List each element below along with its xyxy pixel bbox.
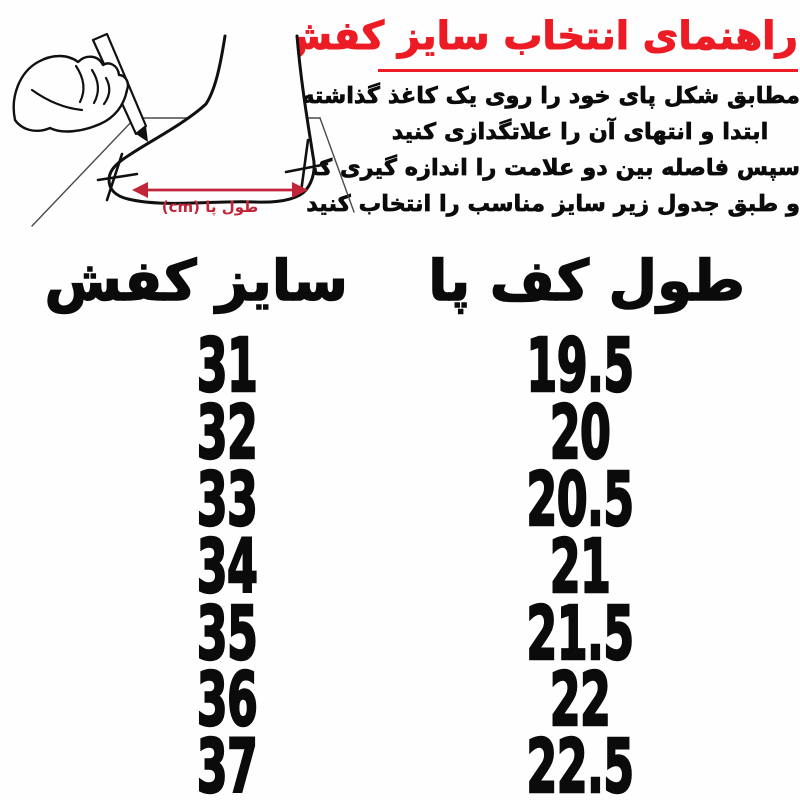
toe-mark — [96, 152, 139, 202]
shoe-size-value: 32 — [196, 389, 259, 477]
table-row: 34 21 — [0, 523, 800, 611]
foot-measurement-illustration: طول پا (cm) — [10, 28, 380, 238]
instruction-line: و طبق جدول زیر سایز مناسب را انتخاب کنید — [306, 191, 800, 218]
measure-arrow — [132, 182, 308, 198]
foot-length-value: 20.5 — [526, 456, 635, 544]
shoe-size-value: 31 — [196, 322, 259, 410]
page-title: راهنمای انتخاب سایز کفش — [278, 12, 799, 72]
hand-icon — [12, 54, 130, 133]
table-row: 36 22 — [0, 656, 800, 744]
table-row: 31 19.5 — [0, 322, 800, 410]
foot-outline — [107, 34, 316, 205]
foot-length-value: 22 — [549, 656, 612, 744]
foot-length-value: 20 — [549, 389, 612, 477]
instruction-line: مطابق شکل پای خود را روی یک کاغذ گذاشته — [301, 83, 800, 110]
instructions-block: مطابق شکل پای خود را روی یک کاغذ گذاشته … — [287, 78, 800, 222]
shoe-size-value: 34 — [196, 523, 259, 611]
foot-length-value: 22.5 — [526, 723, 635, 800]
table-row: 37 22.5 — [0, 723, 800, 800]
foot-length-value: 19.5 — [526, 322, 635, 410]
shoe-size-value: 33 — [196, 456, 259, 544]
foot-length-value: 21 — [549, 523, 612, 611]
instruction-line: سپس فاصله بین دو علامت را اندازه گیری کن… — [287, 155, 800, 182]
column-header-foot-length: طول کف پا — [428, 248, 746, 314]
table-row: 35 21.5 — [0, 589, 800, 677]
shoe-size-value: 37 — [196, 723, 259, 800]
shoe-size-value: 36 — [196, 656, 259, 744]
table-row: 32 20 — [0, 389, 800, 477]
shoe-size-value: 35 — [196, 589, 259, 677]
foot-length-arrow-label: طول پا (cm) — [161, 198, 259, 216]
instruction-line: ابتدا و انتهای آن را علاتگدازی کنید — [391, 119, 769, 146]
table-row: 33 20.5 — [0, 456, 800, 544]
size-table: 31 19.5 32 20 33 20.5 34 21 35 21.5 36 2… — [0, 322, 800, 800]
foot-length-value: 21.5 — [526, 589, 635, 677]
heel-mark — [284, 138, 329, 194]
column-header-shoe-size: سایز کفش — [44, 248, 349, 314]
foot-measurement-drawing — [12, 32, 355, 227]
